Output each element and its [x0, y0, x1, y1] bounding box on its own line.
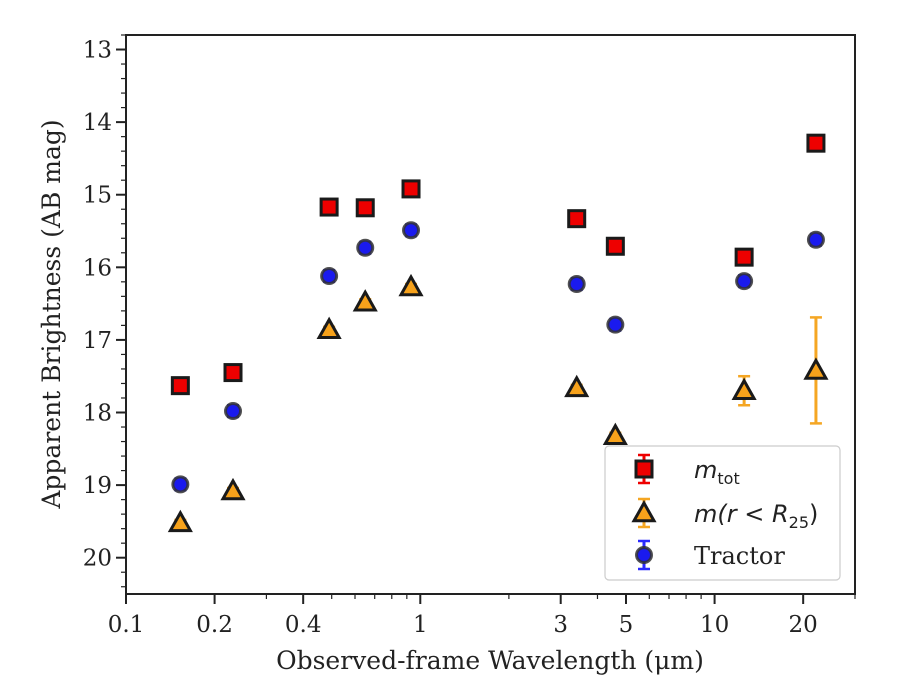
- square-point: [223, 363, 243, 383]
- marker-layer: [167, 133, 829, 533]
- legend-square-marker: [634, 459, 654, 479]
- x-tick-label: 1: [413, 612, 428, 638]
- square-point: [319, 197, 339, 217]
- legend-box: [604, 445, 841, 581]
- y-tick-label: 20: [83, 546, 112, 572]
- legend-triangle-marker: [631, 499, 657, 523]
- x-tick-label: 0.1: [108, 612, 145, 638]
- x-tick-label: 3: [553, 612, 568, 638]
- y-tick-label: 14: [83, 110, 112, 136]
- y-tick-label: 19: [83, 473, 112, 499]
- plot-frame: [125, 34, 856, 595]
- circle-point: [735, 272, 754, 291]
- square-point: [401, 179, 421, 199]
- legend-label: mtot: [694, 456, 740, 488]
- square-point: [170, 376, 190, 396]
- y-tick-label: 18: [83, 401, 112, 427]
- y-tick-label: 15: [83, 183, 112, 209]
- square-point: [734, 247, 754, 267]
- circle-point: [320, 267, 339, 286]
- x-tick-label: 0.2: [196, 612, 233, 638]
- legend: mtot m(r < R25) Tractor: [604, 445, 841, 581]
- square-point: [806, 133, 826, 153]
- x-tick-label: 10: [700, 612, 729, 638]
- x-tick-label: 20: [789, 612, 818, 638]
- triangle-point: [398, 273, 424, 297]
- square-point: [605, 236, 625, 256]
- triangle-point: [352, 289, 378, 312]
- legend-label: m(r < R25): [694, 500, 818, 532]
- circle-point: [402, 221, 421, 240]
- y-tick-label: 16: [83, 255, 112, 281]
- legend-circle-marker: [635, 546, 653, 564]
- triangle-point: [602, 422, 628, 446]
- legend-label: Tractor: [694, 542, 785, 570]
- axes-frame: [125, 34, 856, 595]
- circle-point: [567, 275, 586, 294]
- circle-point: [606, 315, 625, 334]
- y-tick-label: 13: [83, 38, 112, 64]
- y-tick-label: 17: [83, 328, 112, 354]
- triangle-point: [731, 377, 757, 401]
- triangle-point: [803, 357, 829, 380]
- x-tick-label: 0.4: [285, 612, 322, 638]
- triangle-point: [316, 316, 342, 340]
- triangle-point: [167, 509, 193, 533]
- square-point: [355, 198, 375, 218]
- circle-point: [224, 402, 243, 421]
- circle-point: [356, 238, 375, 257]
- triangle-point: [564, 374, 590, 398]
- triangle-point: [220, 477, 246, 501]
- circle-point: [171, 475, 190, 494]
- x-axis-title: Observed-frame Wavelength (μm): [276, 646, 704, 675]
- circle-point: [806, 230, 825, 249]
- square-point: [567, 209, 587, 229]
- x-tick-label: 5: [619, 612, 634, 638]
- y-axis-title: Apparent Brightness (AB mag): [37, 119, 66, 509]
